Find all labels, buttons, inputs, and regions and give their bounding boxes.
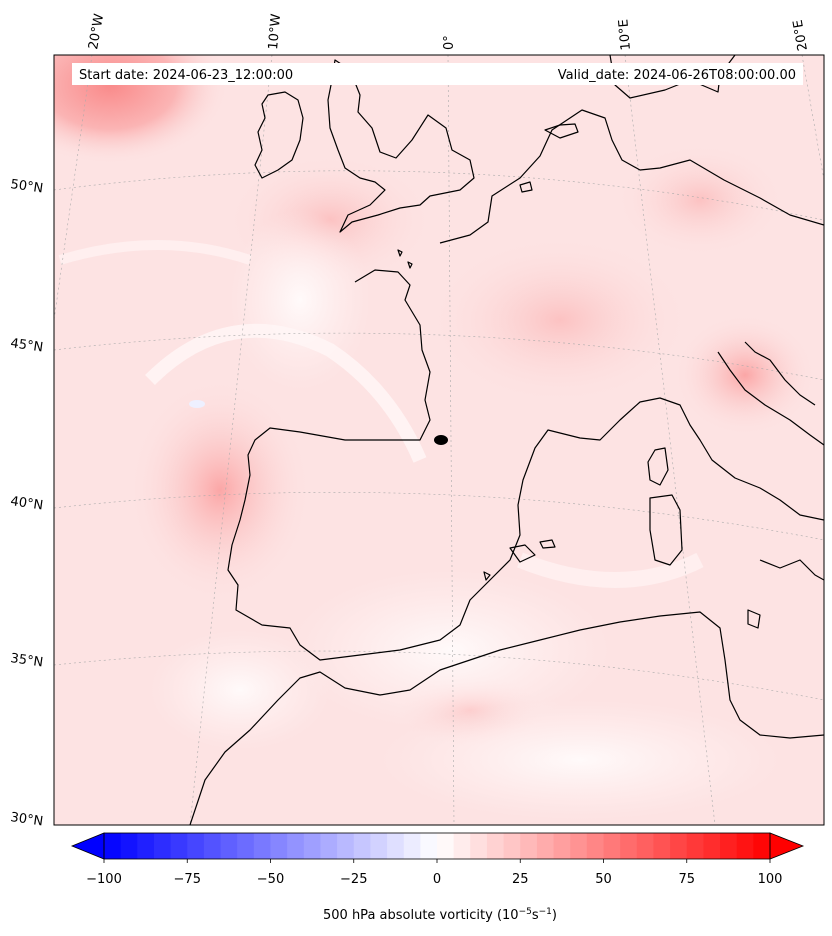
colorbar-cell [453,833,471,859]
parallel-35n [54,650,824,701]
coast-europe-north [227,269,824,661]
coast-balearics [509,539,556,563]
parallel-40n [54,492,824,541]
colorbar-extend-max [769,832,805,860]
coast-sardinia [649,494,683,566]
lat-label-35n: 35°N [9,651,44,670]
lat-label-40n: 40°N [9,494,44,513]
coast-sicily [747,609,761,629]
lon-label-10e: 10°E [616,19,634,51]
lon-label-0: 0° [442,35,457,50]
colorbar-cell [237,833,255,859]
coast-adriatic [717,351,824,446]
colorbar-cell [337,833,355,859]
colorbar-tick-label: 75 [678,872,695,887]
coast-denmark [544,123,579,139]
colorbar-cell [736,833,754,859]
colorbar-cell [353,833,371,859]
coast-europe-channel [439,109,824,244]
colorbar-cell [503,833,521,859]
colorbar-cell [120,833,138,859]
lon-label-10w: 10°W [266,13,284,50]
colorbar-tick-label: −25 [340,872,367,887]
colorbar-tick-label: −100 [86,872,122,887]
lon-label-20w: 20°W [86,13,107,51]
colorbar-cell [137,833,155,859]
colorbar-cell [270,833,288,859]
colorbar-cell [170,833,188,859]
lat-label-30n: 30°N [9,810,44,829]
colorbar-cell [420,833,438,859]
colorbar [104,833,771,859]
coast-italy-south [759,559,824,581]
colorbar-cell [586,833,604,859]
colorbar-cell [703,833,721,859]
colorbar-cell [670,833,688,859]
colorbar-cell [203,833,222,859]
graticule [54,55,824,825]
colorbar-cell [536,833,555,859]
colorbar-cell [320,833,338,859]
colorbar-tick-label: 0 [433,872,441,887]
colorbar-cell [104,833,122,859]
vorticity-field [54,55,824,825]
coast-corsica [647,447,669,486]
colorbar-cell [403,833,421,859]
meridian-20e [801,55,824,181]
meridian-10w [189,55,273,825]
colorbar-tick-label: 100 [758,872,783,887]
colorbar-cell [653,833,671,859]
meridian-0 [447,55,455,825]
colorbar-cell [187,833,205,859]
start-date-label: Start date: 2024-06-23_12:00:00 [79,68,293,83]
colorbar-cell [686,833,704,859]
colorbar-cell [553,833,571,859]
colorbar-cell [253,833,271,859]
colorbar-cell [636,833,654,859]
colorbar-ticks: −100 −75 −50 −25 0 25 50 75 100 [86,859,782,887]
colorbar-cell [287,833,305,859]
coast-great-britain [327,59,475,233]
colorbar-cell [720,833,738,859]
header-box [72,63,803,85]
coast-dot-nl [519,181,533,193]
colorbar-cell [370,833,388,859]
colorbar-cell [470,833,488,859]
colorbar-label: 500 hPa absolute vorticity (10−5s−1) [323,907,557,923]
coast-ireland [254,91,304,179]
colorbar-cell [486,833,505,859]
colorbar-tick-label: −50 [257,872,284,887]
colorbar-cell [387,833,405,859]
coast-adriatic-east [744,341,816,406]
colorbar-cell [753,833,771,859]
map-frame [53,54,825,826]
parallel-50n [54,170,824,221]
colorbar-cell [620,833,638,859]
marker-point [434,435,448,445]
colorbar-tick-label: 25 [512,872,529,887]
meridian-10e [624,55,716,825]
lat-label-50n: 50°N [9,177,44,196]
lon-label-20e: 20°E [791,19,811,52]
colorbar-tick-label: −75 [174,872,201,887]
colorbar-cell [303,833,321,859]
coast-north-africa [189,611,824,825]
colorbar-tick-label: 50 [595,872,612,887]
colorbar-extend-min [70,832,105,860]
valid-date-label: Valid_date: 2024-06-26T08:00:00.00 [558,68,796,83]
coast-small-islands [397,249,491,581]
lat-label-45n: 45°N [9,336,44,355]
colorbar-cell [437,833,455,859]
colorbar-cell [603,833,621,859]
colorbar-cell [570,833,588,859]
parallel-45n [54,332,824,381]
colorbar-cell [220,833,238,859]
colorbar-cell [153,833,172,859]
colorbar-cell [520,833,538,859]
